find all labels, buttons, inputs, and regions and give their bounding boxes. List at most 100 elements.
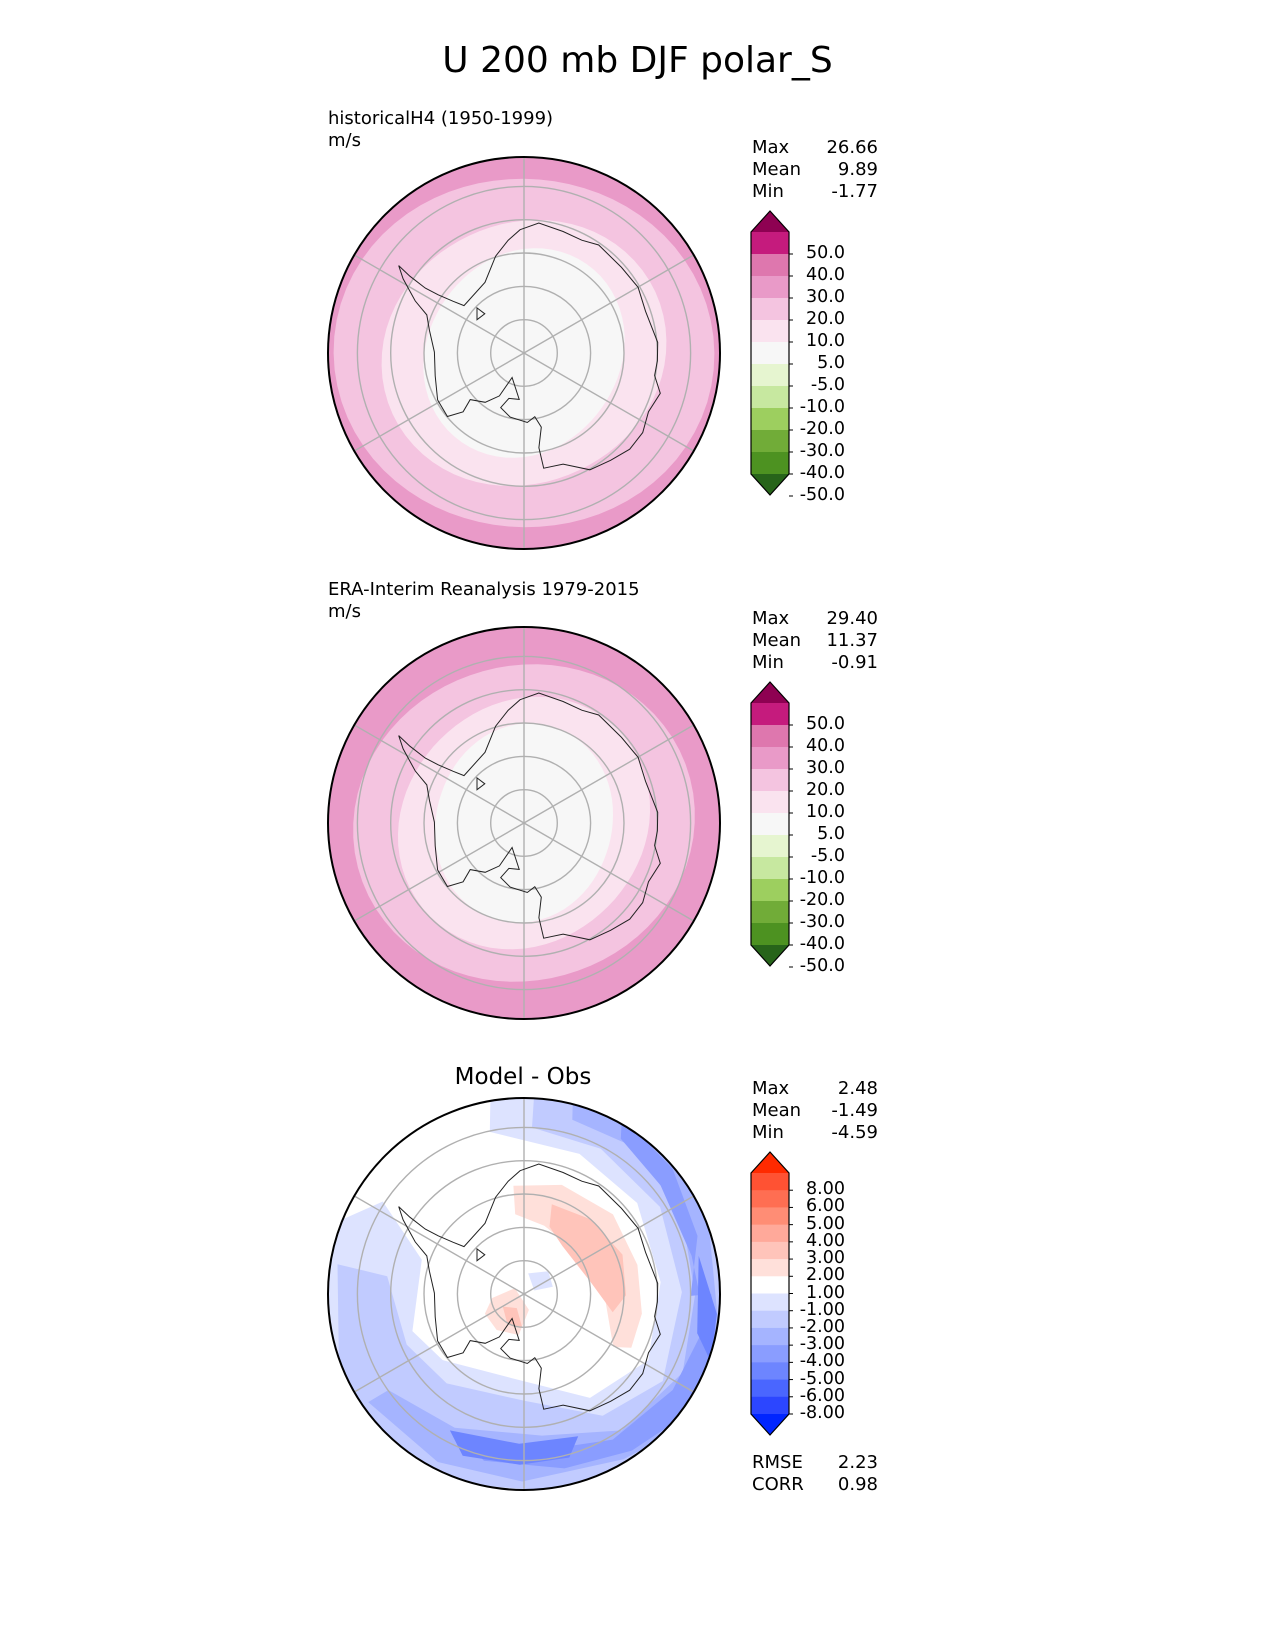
colorbar-tick-label: -10.0 <box>799 397 845 417</box>
colorbar-tick-label: -20.0 <box>799 419 845 439</box>
colorbar-segment <box>751 1207 789 1226</box>
panel1-max-row: Max 26.66 <box>752 137 878 159</box>
stat-label: CORR <box>752 1474 804 1495</box>
colorbar-tick-label: -10.0 <box>799 868 845 888</box>
stat-value: 9.89 <box>837 159 878 180</box>
colorbar-tick-label: -50.0 <box>799 485 845 505</box>
panel3-corr-row: CORR 0.98 <box>752 1474 878 1496</box>
colorbar-segment <box>751 813 789 836</box>
panel2-stats: Max 29.40 Mean 11.37 Min -0.91 <box>752 608 878 674</box>
island-coastline <box>476 1247 486 1262</box>
colorbar-tick-label: -5.0 <box>810 846 845 866</box>
panel2-min-row: Min -0.91 <box>752 652 878 674</box>
colorbar-segment <box>751 1362 789 1381</box>
panel1-stats: Max 26.66 Mean 9.89 Min -1.77 <box>752 137 878 203</box>
stat-value: 2.48 <box>837 1078 878 1099</box>
colorbar-tick-label: 10.0 <box>806 331 845 351</box>
stat-label: Max <box>752 1078 790 1099</box>
colorbar-tick-label: -6.00 <box>799 1385 845 1406</box>
map-boundary <box>327 626 721 1020</box>
stat-value: 0.98 <box>837 1474 878 1495</box>
colorbar-segment <box>751 1396 789 1415</box>
panel2-colorbar <box>750 681 793 968</box>
panel1-dataset-label: historicalH4 (1950-1999) <box>328 108 554 129</box>
island-coastline <box>476 306 486 321</box>
panel3-min-row: Min -4.59 <box>752 1122 878 1144</box>
panel1-colorbar <box>750 210 793 497</box>
meridian-line <box>353 254 525 354</box>
colorbar-segment <box>751 298 789 321</box>
colorbar-segment <box>751 879 789 902</box>
panel1-mean-row: Mean 9.89 <box>752 159 878 181</box>
map-boundary <box>327 156 721 550</box>
colorbar-segment <box>751 1276 789 1294</box>
panel3-rmse-corr: RMSE 2.23 CORR 0.98 <box>752 1452 878 1496</box>
colorbar-extend-top <box>751 682 789 703</box>
field-blob <box>697 1255 717 1362</box>
antarctica-coastline <box>398 1163 661 1412</box>
colorbar-tick-label: 3.00 <box>806 1248 845 1269</box>
meridian-line <box>523 254 695 354</box>
colorbar-tick-label: 40.0 <box>806 736 845 756</box>
stat-value: -1.77 <box>831 181 878 202</box>
colorbar-tick-label: 20.0 <box>806 780 845 800</box>
colorbar-extend-top <box>751 211 789 232</box>
field-blob <box>549 1204 626 1313</box>
colorbar-segment <box>751 1224 789 1243</box>
figure-title: U 200 mb DJF polar_S <box>442 40 833 81</box>
panel3-rmse-row: RMSE 2.23 <box>752 1452 878 1474</box>
stat-value: -0.91 <box>831 652 878 673</box>
panel3-polar-map <box>327 1097 721 1491</box>
meridian-line <box>523 1293 695 1393</box>
colorbar-segment <box>751 1241 789 1260</box>
colorbar-segment <box>751 386 789 409</box>
colorbar-tick-label: 50.0 <box>806 243 845 263</box>
colorbar-segment <box>751 408 789 431</box>
colorbar-segment <box>751 1310 789 1329</box>
panel3-mean-row: Mean -1.49 <box>752 1100 878 1122</box>
colorbar-extend-bottom <box>751 945 789 966</box>
colorbar-segment <box>751 1259 789 1277</box>
colorbar-tick-label: -8.00 <box>799 1403 845 1423</box>
colorbar-tick-label: -40.0 <box>799 934 845 954</box>
colorbar-extend-top <box>751 1152 789 1173</box>
map-boundary <box>327 1097 721 1491</box>
colorbar-tick-label: 20.0 <box>806 309 845 329</box>
colorbar-tick-label: 30.0 <box>806 758 845 778</box>
panel2-title: ERA-Interim Reanalysis 1979-2015 m/s <box>328 579 640 623</box>
colorbar-tick-label: 5.00 <box>806 1213 845 1234</box>
panel2-polar-map <box>327 626 721 1020</box>
stat-label: Max <box>752 137 790 158</box>
colorbar-tick-label: 6.00 <box>806 1196 845 1217</box>
colorbar-segment <box>751 1327 789 1346</box>
panel1-units-label: m/s <box>328 130 361 151</box>
colorbar-segment <box>751 342 789 365</box>
field-blob <box>502 1306 522 1327</box>
graticule <box>353 627 695 1019</box>
colorbar-tick-label: -5.00 <box>799 1368 845 1389</box>
stat-value: 2.23 <box>837 1452 878 1473</box>
meridian-line <box>353 1195 525 1295</box>
colorbar-segment <box>751 232 789 255</box>
colorbar-tick-label: -3.00 <box>799 1334 845 1355</box>
panel1-title: historicalH4 (1950-1999) m/s <box>328 108 553 152</box>
stat-value: -4.59 <box>831 1122 878 1143</box>
stat-label: RMSE <box>752 1452 803 1473</box>
colorbar-segment <box>751 1293 789 1312</box>
meridian-line <box>523 352 695 452</box>
field-blob <box>449 1430 579 1465</box>
colorbar-extend-bottom <box>751 1414 789 1435</box>
colorbar-segment <box>751 857 789 880</box>
colorbar-tick-label: 30.0 <box>806 287 845 307</box>
panel2-dataset-label: ERA-Interim Reanalysis 1979-2015 <box>328 579 640 600</box>
stat-label: Min <box>752 181 784 202</box>
colorbar-tick-label: 4.00 <box>806 1230 845 1251</box>
colorbar-tick-label: 50.0 <box>806 714 845 734</box>
colorbar-segment <box>751 1190 789 1208</box>
meridian-line <box>523 724 695 824</box>
meridian-line <box>523 822 695 922</box>
colorbar-segment <box>751 769 789 792</box>
colorbar-tick-label: -1.00 <box>799 1299 845 1320</box>
stat-label: Min <box>752 1122 784 1143</box>
colorbar-extend-bottom <box>751 474 789 495</box>
